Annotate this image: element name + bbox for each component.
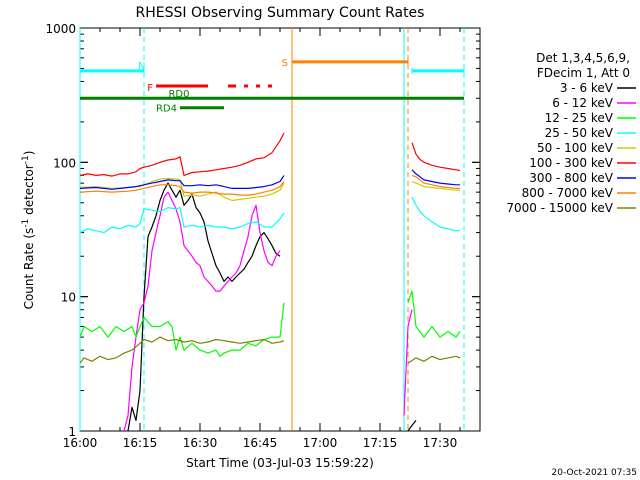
- y-tick-label: 1000: [45, 22, 76, 36]
- series-line-4: [79, 196, 460, 234]
- x-tick-label: 16:15: [123, 436, 158, 450]
- x-tick-label: 17:30: [423, 436, 458, 450]
- legend-entry-label: 6 - 12 keV: [552, 96, 614, 110]
- legend-entry-label: 25 - 50 keV: [545, 126, 614, 140]
- flag-label-f: F: [147, 83, 153, 94]
- x-tick-label: 16:45: [243, 436, 278, 450]
- legend-entry-label: 7000 - 15000 keV: [506, 201, 613, 215]
- legend-header-line-1: Det 1,3,4,5,6,9,: [536, 51, 630, 65]
- series-line-3: [79, 290, 461, 357]
- flag-label-rd4: RD4: [156, 104, 177, 115]
- x-tick-label: 17:15: [363, 436, 398, 450]
- plot-frame: [79, 27, 481, 432]
- legend: Det 1,3,4,5,6,9, FDecim 1, Att 0 3 - 6 k…: [506, 51, 636, 215]
- series-line-9: [79, 336, 461, 364]
- attenuator-vertical-lines: [79, 28, 465, 431]
- legend-entry-label: 50 - 100 keV: [537, 141, 614, 155]
- flag-label-s: S: [282, 58, 288, 69]
- series-line-2: [123, 191, 413, 432]
- series-line-8: [79, 174, 460, 196]
- x-tick-label: 16:00: [63, 436, 98, 450]
- legend-header-line-2: FDecim 1, Att 0: [537, 66, 630, 80]
- legend-entry-label: 3 - 6 keV: [560, 81, 614, 95]
- x-tick-label: 17:00: [303, 436, 338, 450]
- x-tick-labels: 16:00 16:15 16:30 16:45 17:00 17:15 17:30: [63, 436, 458, 450]
- x-axis-label: Start Time (03-Jul-03 15:59:22): [186, 456, 374, 470]
- y-tick-label: 10: [61, 291, 76, 305]
- legend-entry-label: 800 - 7000 keV: [522, 186, 614, 200]
- legend-entry-label: 300 - 800 keV: [529, 171, 613, 185]
- y-tick-label: 100: [53, 156, 76, 170]
- y-axis-label: Count Rate (s-1 detector-1): [21, 151, 36, 310]
- series-lines: [79, 132, 461, 432]
- series-line-1: [127, 182, 417, 432]
- series-line-7: [79, 169, 460, 190]
- axis-ticks: [79, 27, 481, 432]
- series-line-6: [79, 132, 461, 177]
- status-flag-bars: NF RD0 RD4 S: [79, 58, 465, 115]
- legend-entry-label: 12 - 25 keV: [545, 111, 614, 125]
- x-tick-label: 16:30: [183, 436, 218, 450]
- legend-entry-label: 100 - 300 keV: [529, 156, 613, 170]
- y-tick-label: 1: [68, 425, 76, 439]
- generation-timestamp: 20-Oct-2021 07:35: [552, 468, 637, 478]
- flag-label-n: N: [138, 61, 145, 72]
- chart-title: RHESSI Observing Summary Count Rates: [136, 5, 425, 21]
- y-tick-labels: 1 10 100 1000: [45, 22, 76, 439]
- flag-label-rd0: RD0: [168, 89, 189, 100]
